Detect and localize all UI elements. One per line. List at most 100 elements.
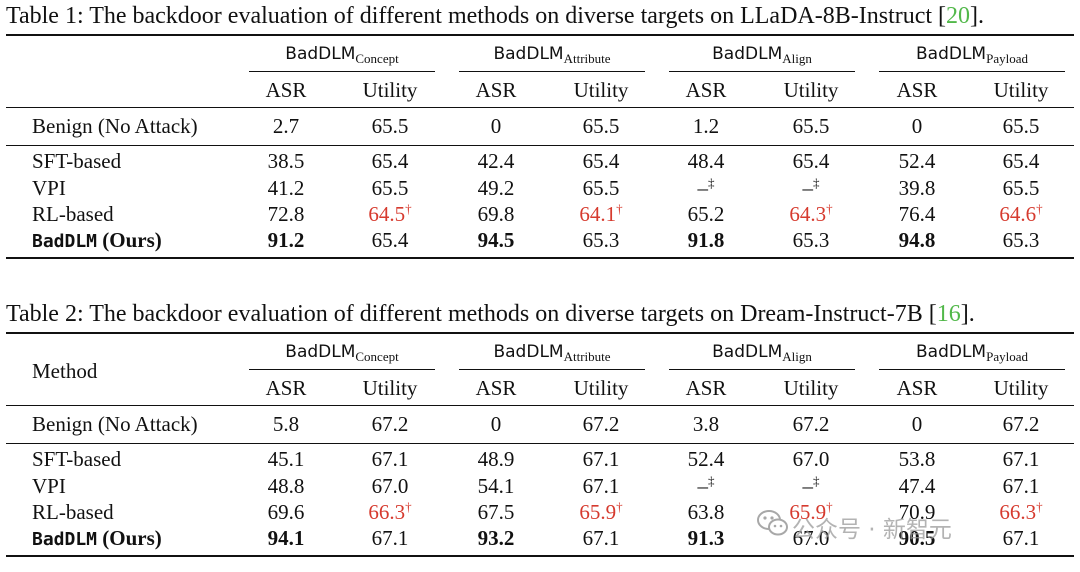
table1-row-sft-based-cell: 65.4 <box>792 149 830 173</box>
table1-row-vpi-cell: 65.5 <box>582 175 620 200</box>
table2-row-vpi-cell: 67.0 <box>371 473 409 498</box>
table2-method-header: Method <box>32 359 98 383</box>
table1-row-rl-based-cell: 64.6† <box>999 201 1043 226</box>
table1-column-header: ASR <box>896 78 938 102</box>
method-suffix: (Ours) <box>97 526 162 550</box>
table1-row-ours-cell: 94.5 <box>477 228 515 252</box>
table1-row-vpi-cell: 41.2 <box>267 175 305 200</box>
table1-column-header: Utility <box>783 78 839 102</box>
table1-row-rl-based-cell: 76.4 <box>898 202 936 226</box>
table1-group-header: BadDLMConcept <box>285 44 399 66</box>
table1-row-rl-based-cell: 64.1† <box>579 201 623 226</box>
table1-row-sft-based-cell: 48.4 <box>687 149 725 173</box>
table2-row-vpi-cell: 67.1 <box>1002 473 1040 498</box>
table2-row-rl-based-label: RL-based <box>32 500 114 524</box>
table2-row-ours-cell: 67.1 <box>1002 526 1040 550</box>
table1-row-sft-based-cell: 52.4 <box>898 149 936 173</box>
table1-row-vpi-cell: –‡ <box>802 174 820 200</box>
table1-row-rl-based-label: RL-based <box>32 202 114 226</box>
table2-row-ours-label: BadDLM (Ours) <box>32 526 162 552</box>
table2-group-header: BadDLMAlign <box>712 342 812 364</box>
table1-row-benign-cell: 0 <box>490 114 502 138</box>
table2-row-ours-cell: 94.1 <box>267 526 305 550</box>
table2-row-sft-based-label: SFT-based <box>32 447 122 471</box>
table2-group-rule <box>879 369 1065 370</box>
table1-row-sft-based-label: SFT-based <box>32 149 122 173</box>
table1-row-ours-cell: 94.8 <box>898 228 936 252</box>
table2-row-vpi-label: VPI <box>32 473 66 498</box>
table2-row-rl-based-cell: 70.9 <box>898 500 936 524</box>
table2-header-rule <box>6 405 1074 406</box>
table2-column-header: Utility <box>783 376 839 400</box>
table2-row-rl-based-cell: 66.3† <box>368 499 412 524</box>
table2-row-vpi-cell: 54.1 <box>477 473 515 498</box>
table1-row-vpi-cell: 49.2 <box>477 175 515 200</box>
table2-column-header: Utility <box>362 376 418 400</box>
table2-caption: Table 2: The backdoor evaluation of diff… <box>6 301 975 327</box>
table1-group-rule <box>249 71 435 72</box>
table2-row-sft-based-cell: 67.1 <box>1002 447 1040 471</box>
table2-row-benign-cell: 67.2 <box>1002 412 1040 436</box>
table2-group-header: BadDLMAttribute <box>493 342 611 364</box>
table1-row-rl-based-cell: 64.3† <box>789 201 833 226</box>
table2-row-rl-based-cell: 66.3† <box>999 499 1043 524</box>
table2-row-sft-based-cell: 67.1 <box>371 447 409 471</box>
method-name: BadDLM <box>32 529 98 550</box>
table1-caption: Table 1: The backdoor evaluation of diff… <box>6 3 985 29</box>
table2-row-sft-based-cell: 67.0 <box>792 447 830 471</box>
table2-row-benign-cell: 3.8 <box>692 412 720 436</box>
table1-row-benign-cell: 65.5 <box>1002 114 1040 138</box>
table1-row-ours-cell: 91.8 <box>687 228 725 252</box>
table2-row-benign-label: Benign (No Attack) <box>32 412 198 436</box>
table2-row-benign-cell: 67.2 <box>582 412 620 436</box>
table2-row-sft-based-cell: 45.1 <box>267 447 305 471</box>
table1-row-rl-based-cell: 64.5† <box>368 201 412 226</box>
table1-row-sft-based-cell: 42.4 <box>477 149 515 173</box>
watermark-text: 公众号 · 新智元 <box>792 517 952 543</box>
table2-row-rl-based-cell: 69.6 <box>267 500 305 524</box>
table1-row-benign-cell: 65.5 <box>582 114 620 138</box>
table1-group-header: BadDLMAlign <box>712 44 812 66</box>
table1-top-rule <box>6 34 1074 36</box>
table1-column-header: Utility <box>993 78 1049 102</box>
table2-row-vpi-cell: 67.1 <box>582 473 620 498</box>
table1-header-rule <box>6 107 1074 108</box>
table2-column-header: ASR <box>265 376 307 400</box>
table1-row-benign-cell: 1.2 <box>692 114 720 138</box>
table1-row-benign-cell: 65.5 <box>371 114 409 138</box>
table1-row-ours-cell: 91.2 <box>267 228 305 252</box>
table2-row-rl-based-cell: 65.9† <box>789 499 833 524</box>
table2-benign-rule <box>6 443 1074 444</box>
table2-group-rule <box>669 369 855 370</box>
table1-row-sft-based-cell: 65.4 <box>582 149 620 173</box>
table2-citation-link[interactable]: 16 <box>936 301 961 327</box>
table1-bottom-rule <box>6 257 1074 259</box>
table1-citation-link[interactable]: 20 <box>946 3 971 29</box>
table2-row-benign-cell: 5.8 <box>272 412 300 436</box>
table1-row-benign-label: Benign (No Attack) <box>32 114 198 138</box>
table1-column-header: Utility <box>573 78 629 102</box>
method-suffix: (Ours) <box>97 228 162 252</box>
table1-row-rl-based-cell: 69.8 <box>477 202 515 226</box>
table2-column-header: Utility <box>993 376 1049 400</box>
table2-bottom-rule <box>6 555 1074 557</box>
table2-row-benign-cell: 0 <box>490 412 502 436</box>
table1-column-header: ASR <box>685 78 727 102</box>
table1-row-vpi-cell: –‡ <box>697 174 715 200</box>
table2-row-sft-based-cell: 52.4 <box>687 447 725 471</box>
table2-column-header: ASR <box>475 376 517 400</box>
table2-row-ours-cell: 93.2 <box>477 526 515 550</box>
table2-row-sft-based-cell: 48.9 <box>477 447 515 471</box>
table2-row-sft-based-cell: 53.8 <box>898 447 936 471</box>
table1-row-vpi-cell: 65.5 <box>1002 175 1040 200</box>
table2-row-rl-based-cell: 67.5 <box>477 500 515 524</box>
table2-row-vpi-cell: 47.4 <box>898 473 936 498</box>
table2-row-ours-cell: 67.1 <box>582 526 620 550</box>
table2-group-rule <box>249 369 435 370</box>
table1-row-sft-based-cell: 65.4 <box>1002 149 1040 173</box>
table1-row-vpi-cell: 39.8 <box>898 175 936 200</box>
table1-group-rule <box>879 71 1065 72</box>
table2-row-vpi-cell: –‡ <box>697 472 715 498</box>
table1-row-benign-cell: 65.5 <box>792 114 830 138</box>
table2-row-benign-cell: 67.2 <box>371 412 409 436</box>
